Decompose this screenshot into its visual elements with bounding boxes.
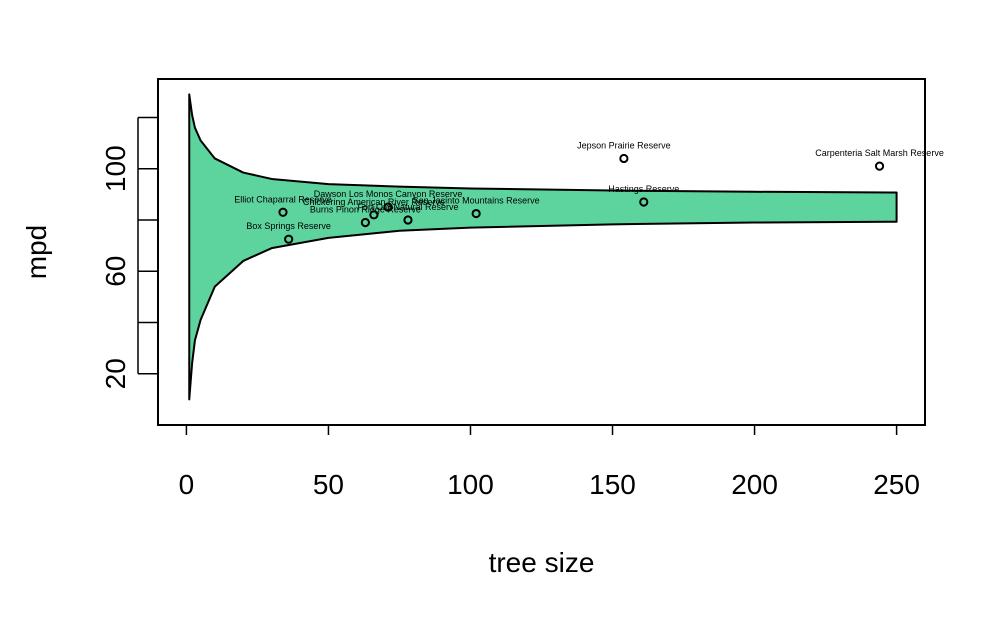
- x-tick-label: 150: [589, 469, 636, 500]
- data-point: [383, 202, 393, 212]
- x-tick-label: 50: [313, 469, 344, 500]
- point-label: Jepson Prairie Reserve: [577, 140, 671, 150]
- x-axis: 0 50 100 150 200 250: [179, 424, 920, 500]
- y-axis: 20 60 100: [100, 116, 158, 389]
- point-label: Hastings Reserve: [608, 184, 679, 194]
- x-tick-label: 100: [447, 469, 494, 500]
- data-point: [403, 215, 413, 225]
- point-labels-layer: Elliot Chaparral Reserve Box Springs Rese…: [234, 140, 944, 231]
- data-point: [874, 161, 885, 171]
- point-label: Chickering American River Reserve: [303, 197, 445, 207]
- point-label: Box Springs Reserve: [246, 221, 331, 231]
- data-point: [278, 207, 288, 217]
- point-label: San Jacinto Mountains Reserve: [413, 196, 540, 206]
- data-point: [360, 217, 370, 228]
- y-axis-title: mpd: [21, 225, 52, 279]
- x-tick-label: 0: [179, 469, 195, 500]
- data-point: [369, 210, 379, 220]
- null-model-envelope-layer: [188, 93, 898, 401]
- data-point: [639, 197, 649, 207]
- point-label: Fort Ord Natural Reserve: [357, 202, 458, 212]
- x-axis-title: tree size: [489, 547, 595, 578]
- plot-frame: [157, 78, 926, 426]
- envelope-area: [188, 93, 898, 401]
- x-tick-label: 200: [731, 469, 778, 500]
- x-tick-label: 250: [873, 469, 920, 500]
- y-tick-label: 60: [100, 256, 131, 287]
- y-tick-label: 100: [100, 145, 131, 192]
- data-point: [619, 153, 629, 164]
- y-tick-label: 20: [100, 358, 131, 389]
- point-label: Burns Pinon Ridge Reserve: [310, 205, 421, 215]
- point-label: Elliot Chaparral Reserve: [234, 194, 332, 204]
- data-point: [471, 208, 481, 219]
- data-point: [284, 234, 294, 244]
- points-layer: [278, 153, 885, 244]
- point-label: Carpenteria Salt Marsh Reserve: [815, 148, 944, 158]
- point-label: Dawson Los Monos Canyon Reserve: [314, 189, 463, 199]
